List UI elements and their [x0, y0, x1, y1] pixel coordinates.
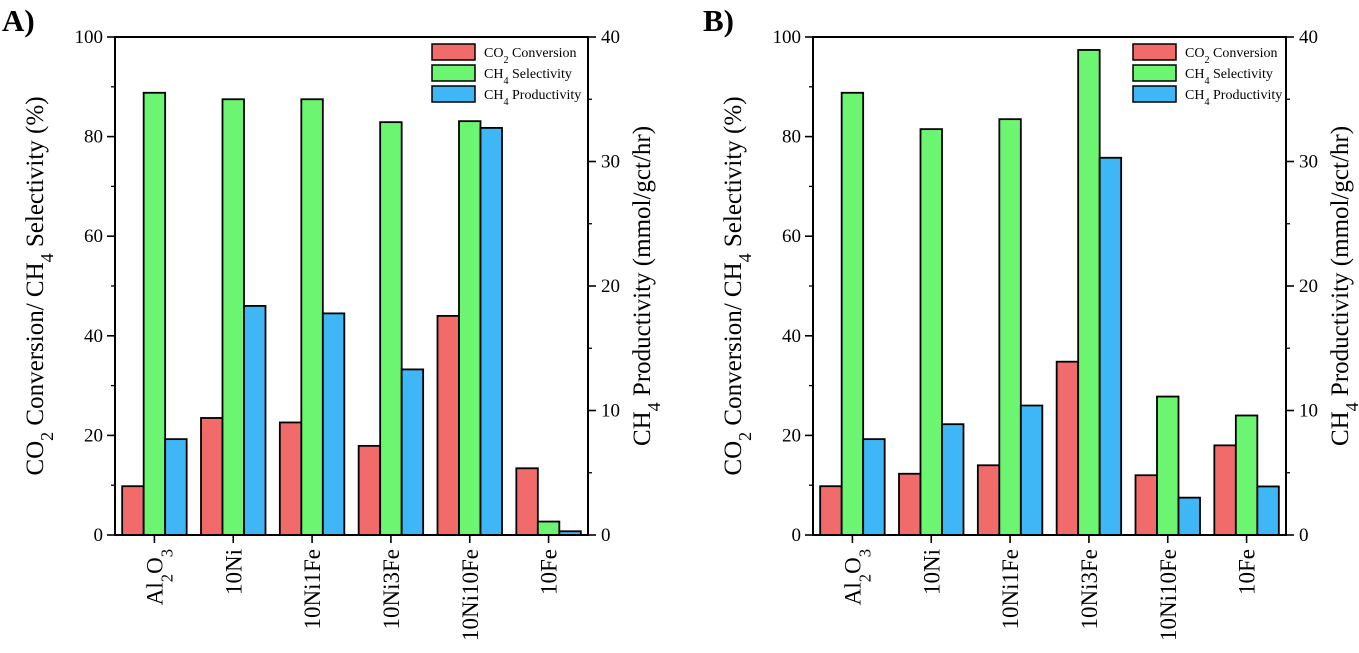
bar [379, 121, 403, 536]
bar [479, 126, 503, 536]
y-tick-label: 20 [782, 425, 801, 446]
bar [536, 520, 561, 536]
x-tick-label: 10Ni10Fe [1156, 549, 1181, 641]
legend-swatch [431, 64, 476, 82]
y-tick-label: 20 [84, 425, 103, 446]
bar [357, 444, 382, 536]
y-tick-label: 40 [84, 326, 103, 347]
panel-label: B) [703, 3, 734, 38]
y2-tick-label: 40 [1299, 27, 1318, 48]
bar [1077, 49, 1101, 536]
y2-axis-title: CH4 Productivity (mmol/gct/hr) [1327, 126, 1359, 446]
bar [898, 472, 922, 536]
x-tick-label: Al2O3 [142, 549, 176, 605]
y-tick-label: 100 [773, 27, 802, 48]
bar [1098, 156, 1123, 536]
y-tick-label: 40 [782, 326, 801, 347]
y-axis-title: CO2 Conversion/ CH4 Selectivity (%) [720, 96, 755, 475]
bar [1177, 496, 1201, 536]
bar [1055, 360, 1080, 536]
bar [1156, 395, 1180, 536]
bar [819, 485, 843, 536]
bar [200, 417, 224, 536]
y-tick-label: 100 [75, 27, 104, 48]
bar [941, 423, 965, 536]
legend-label: CO2 Conversion [484, 46, 577, 66]
y2-tick-label: 10 [601, 401, 620, 422]
bar [300, 98, 324, 536]
y-tick-label: 60 [782, 226, 801, 247]
chart-panel-b: B) Al2O3 10Ni 10Ni1Fe 10Ni3Fe 10Ni10Fe 10Fe 0 20… [703, 3, 1359, 641]
y-tick-label: 0 [94, 525, 104, 546]
legend-swatch [1132, 85, 1177, 103]
bar [1019, 404, 1044, 536]
y2-tick-label: 0 [601, 525, 611, 546]
x-tick-label: 10Ni3Fe [1077, 549, 1102, 630]
y2-tick-label: 40 [601, 27, 620, 48]
bar [221, 98, 245, 536]
y2-axis-title: CH4 Productivity (mmol/gct/hr) [629, 126, 664, 446]
y2-tick-label: 0 [1299, 525, 1309, 546]
x-tick-label: 10Ni [919, 549, 944, 595]
bar [243, 305, 267, 536]
legend-swatch [1132, 43, 1177, 61]
x-tick-label: Al2O3 [840, 549, 874, 605]
bar [515, 467, 539, 536]
legend-swatch [1132, 64, 1177, 82]
y2-tick-label: 20 [1299, 276, 1318, 297]
bar [998, 118, 1022, 536]
y-tick-label: 60 [84, 226, 103, 247]
bar [919, 128, 943, 536]
x-tick-label: 10Ni10Fe [458, 549, 483, 641]
y2-tick-label: 30 [1299, 152, 1318, 173]
legend-label: CH4 Productivity [484, 88, 581, 108]
y2-tick-label: 30 [601, 152, 620, 173]
bar [278, 421, 303, 536]
bar [1134, 474, 1158, 536]
x-tick-label: 10Fe [1235, 549, 1260, 595]
legend-label: CH4 Selectivity [1185, 67, 1273, 87]
bar [436, 314, 460, 536]
legend-label: CH4 Productivity [1185, 88, 1282, 108]
y-tick-label: 80 [782, 127, 801, 148]
chart-panel-a: A) Al2O3 10Ni 10Ni1Fe 10Ni3Fe 10Ni10Fe 10Fe 0 20… [2, 3, 664, 641]
bar [862, 438, 886, 536]
y-axis-title: CO2 Conversion/ CH4 Selectivity (%) [22, 96, 57, 475]
bar [121, 485, 145, 536]
y2-tick-label: 20 [601, 276, 620, 297]
x-tick-label: 10Ni1Fe [300, 549, 325, 630]
legend-swatch [431, 43, 476, 61]
x-tick-label: 10Ni1Fe [998, 549, 1023, 630]
x-tick-label: 10Ni3Fe [379, 549, 404, 630]
bar [1256, 485, 1280, 536]
legend-label: CH4 Selectivity [484, 67, 572, 87]
bar [164, 438, 188, 536]
y-tick-label: 80 [84, 127, 103, 148]
bar [400, 368, 425, 536]
panel-label: A) [2, 3, 35, 38]
bar [321, 312, 346, 536]
bar [840, 91, 865, 536]
y2-tick-label: 10 [1299, 401, 1318, 422]
bar [976, 464, 1001, 536]
bar [1213, 444, 1237, 536]
legend-label: CO2 Conversion [1185, 46, 1278, 66]
bar [1234, 414, 1259, 536]
bar [142, 91, 167, 536]
legend-swatch [431, 85, 476, 103]
x-tick-label: 10Fe [537, 549, 562, 595]
x-tick-label: 10Ni [221, 549, 246, 595]
y-tick-label: 0 [792, 525, 802, 546]
bar [458, 120, 482, 536]
